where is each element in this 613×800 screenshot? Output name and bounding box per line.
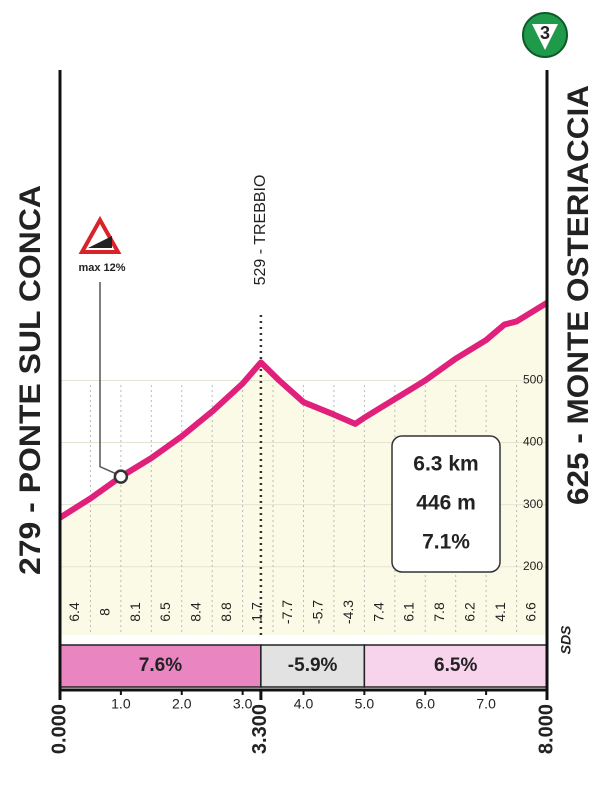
gradient-label: 8.8 — [218, 602, 234, 622]
segment-bar — [260, 644, 366, 688]
gradient-label: 6.6 — [522, 602, 538, 622]
gradient-label: 1.7 — [249, 602, 265, 622]
gradient-label: 6.5 — [157, 602, 173, 622]
major-x-tick-label: 8.000 — [535, 704, 557, 754]
badge-number: 3 — [540, 23, 550, 43]
x-tick-label: 1.0 — [111, 696, 131, 712]
gradient-label: 8.1 — [127, 602, 143, 622]
x-tick-label: 2.0 — [172, 696, 192, 712]
segment-label: -5.9% — [288, 655, 338, 676]
summary-line: 7.1% — [422, 531, 470, 554]
warning-slope — [88, 236, 112, 248]
gradient-label: 6.2 — [462, 602, 478, 622]
y-tick-label: 200 — [523, 559, 543, 573]
marker-leader — [99, 282, 117, 475]
segment-label: 6.5% — [434, 655, 477, 676]
summary-line: 446 m — [416, 492, 476, 515]
x-tick-label: 3.0 — [233, 696, 253, 712]
gradient-label: 7.4 — [370, 602, 386, 622]
start-label: 279 - PONTE SUL CONCA — [14, 185, 47, 575]
gradient-label: 8.4 — [188, 602, 204, 622]
max-gradient-point — [113, 469, 129, 484]
major-x-tick-label: 3.300 — [249, 704, 271, 754]
major-x-tick-label: 0.000 — [48, 704, 70, 754]
y-tick-label: 500 — [523, 373, 543, 387]
summary-box — [391, 435, 501, 573]
gradient-label: 4.1 — [492, 602, 508, 622]
logo: SDS — [558, 625, 574, 654]
gradient-label: 6.4 — [66, 602, 82, 622]
gradient-label: 8 — [96, 608, 112, 616]
summary-line: 6.3 km — [413, 453, 478, 476]
gradient-label: -7.7 — [279, 600, 295, 624]
gradient-label: -4.3 — [340, 600, 356, 624]
badge-triangle — [532, 24, 558, 50]
profile-line — [58, 300, 549, 521]
x-tick-label: 4.0 — [294, 696, 314, 712]
x-tick-label: 5.0 — [355, 696, 375, 712]
end-label: 625 - MONTE OSTERIACCIA — [562, 85, 595, 505]
gradient-label: 6.1 — [401, 602, 417, 622]
x-tick-label: 6.0 — [416, 696, 436, 712]
gradient-label: -5.7 — [309, 600, 325, 624]
segment-label: 7.6% — [139, 655, 182, 676]
y-tick-label: 300 — [523, 497, 543, 511]
max-gradient-label: max 12% — [78, 262, 125, 274]
y-tick-label: 400 — [523, 435, 543, 449]
annotation-label: 529 - TREBBIO — [252, 175, 269, 286]
x-tick-label: 7.0 — [476, 696, 496, 712]
gradient-label: 7.8 — [431, 602, 447, 622]
